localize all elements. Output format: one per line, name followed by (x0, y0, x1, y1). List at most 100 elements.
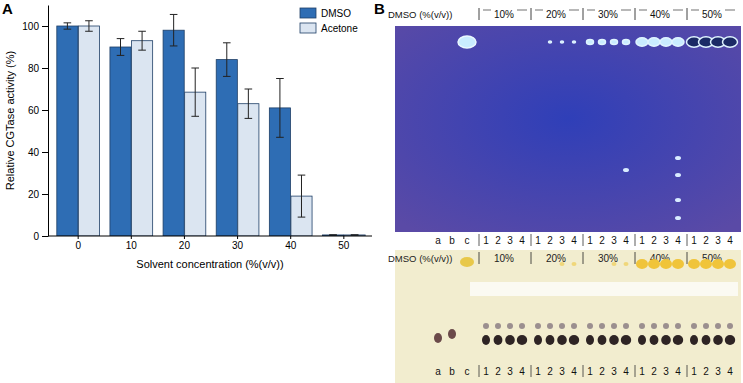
group-separator (687, 252, 688, 264)
spot (636, 38, 648, 46)
tick: 20 (179, 236, 191, 251)
tick-mark (290, 236, 291, 239)
lane-label: 2 (703, 235, 709, 246)
group-label: 20% (546, 9, 566, 20)
spot (458, 36, 476, 48)
group-separator (583, 252, 584, 264)
error-bar (248, 89, 249, 118)
spot (587, 323, 593, 329)
spot (675, 173, 681, 177)
spot (623, 40, 630, 45)
lane-label: c (465, 235, 470, 246)
lane-label: 3 (611, 235, 617, 246)
spot (675, 198, 681, 202)
panel-label: A (2, 0, 13, 17)
tick-label: 10 (126, 240, 138, 251)
tick-mark (184, 236, 185, 239)
error-bar (301, 175, 302, 217)
spot (598, 335, 607, 345)
spot (690, 335, 698, 345)
spot (725, 335, 735, 345)
spot (660, 259, 672, 269)
lane-label: 3 (507, 366, 513, 377)
group-separator (635, 252, 636, 264)
group-separator (635, 8, 636, 20)
group-bracket (517, 10, 527, 11)
error-bar (142, 31, 143, 50)
tick: 40 (28, 147, 48, 158)
spot (599, 40, 606, 45)
legend-label: DMSO (321, 8, 351, 19)
tick: 40 (285, 236, 297, 251)
legend: DMSOAcetone (300, 8, 358, 34)
tick-mark (42, 110, 48, 111)
y-axis-title: Relative CGTase activity (%) (4, 51, 16, 190)
spot (727, 323, 733, 329)
spot (663, 323, 669, 329)
lane-label: 4 (519, 366, 525, 377)
error-bar (195, 68, 196, 116)
tick: 50 (338, 236, 350, 251)
lane-label: 2 (547, 366, 553, 377)
lane-label: 3 (507, 235, 513, 246)
tick-mark (42, 236, 48, 237)
spot (561, 41, 564, 43)
error-bar (88, 21, 89, 32)
lane-label: 2 (599, 366, 605, 377)
error-cap (64, 29, 72, 30)
spot (448, 329, 456, 339)
x-axis: 01020304050 (48, 236, 372, 251)
spot (571, 323, 577, 329)
lane-label: 1 (691, 235, 697, 246)
tick: 100 (22, 21, 48, 32)
bar (163, 30, 184, 236)
error-bar (279, 79, 280, 138)
series (57, 14, 344, 236)
spot (434, 333, 442, 343)
group-label: 10% (494, 253, 514, 264)
spot (624, 262, 629, 266)
spot (672, 259, 684, 269)
tick: 60 (28, 105, 48, 116)
lane-label: 2 (599, 235, 605, 246)
lane-separator (635, 365, 636, 377)
error-bar (226, 43, 227, 77)
lane-separator (687, 234, 688, 246)
spot (724, 259, 736, 269)
spot (623, 323, 629, 329)
tick-mark (42, 152, 48, 153)
lane-label: 4 (675, 366, 681, 377)
spot (612, 262, 617, 266)
tick-label: 20 (179, 240, 191, 251)
error-cap (117, 55, 125, 56)
tick-mark (131, 236, 132, 239)
lane-label: 3 (715, 366, 721, 377)
spot (534, 335, 542, 345)
spot (648, 38, 660, 46)
error-cap (223, 76, 231, 77)
group-bracket (691, 10, 699, 11)
lane-label: b (449, 235, 455, 246)
group-bracket (587, 10, 595, 11)
lane-label: 2 (495, 235, 501, 246)
plate-axis-label: DMSO (%(v/v)) (388, 9, 452, 20)
tick: 0 (75, 236, 81, 251)
lane-label: 3 (611, 366, 617, 377)
lane-separator (531, 234, 532, 246)
lane-label: 4 (727, 235, 733, 246)
lane-label: 1 (587, 366, 593, 377)
lane-separator (687, 365, 688, 377)
legend-swatch (300, 23, 316, 33)
spot (611, 323, 617, 329)
tick-mark (42, 68, 48, 69)
lane-label: 4 (519, 235, 525, 246)
plate (395, 26, 741, 232)
lane-label: 1 (535, 366, 541, 377)
lane-label: 1 (639, 235, 645, 246)
lane-label: 1 (691, 366, 697, 377)
plate-axis-label: DMSO (%(v/v)) (388, 253, 452, 264)
tick-label: 40 (285, 240, 297, 251)
spot (495, 323, 501, 329)
lane-label: 3 (559, 366, 565, 377)
group-bracket (483, 10, 491, 11)
